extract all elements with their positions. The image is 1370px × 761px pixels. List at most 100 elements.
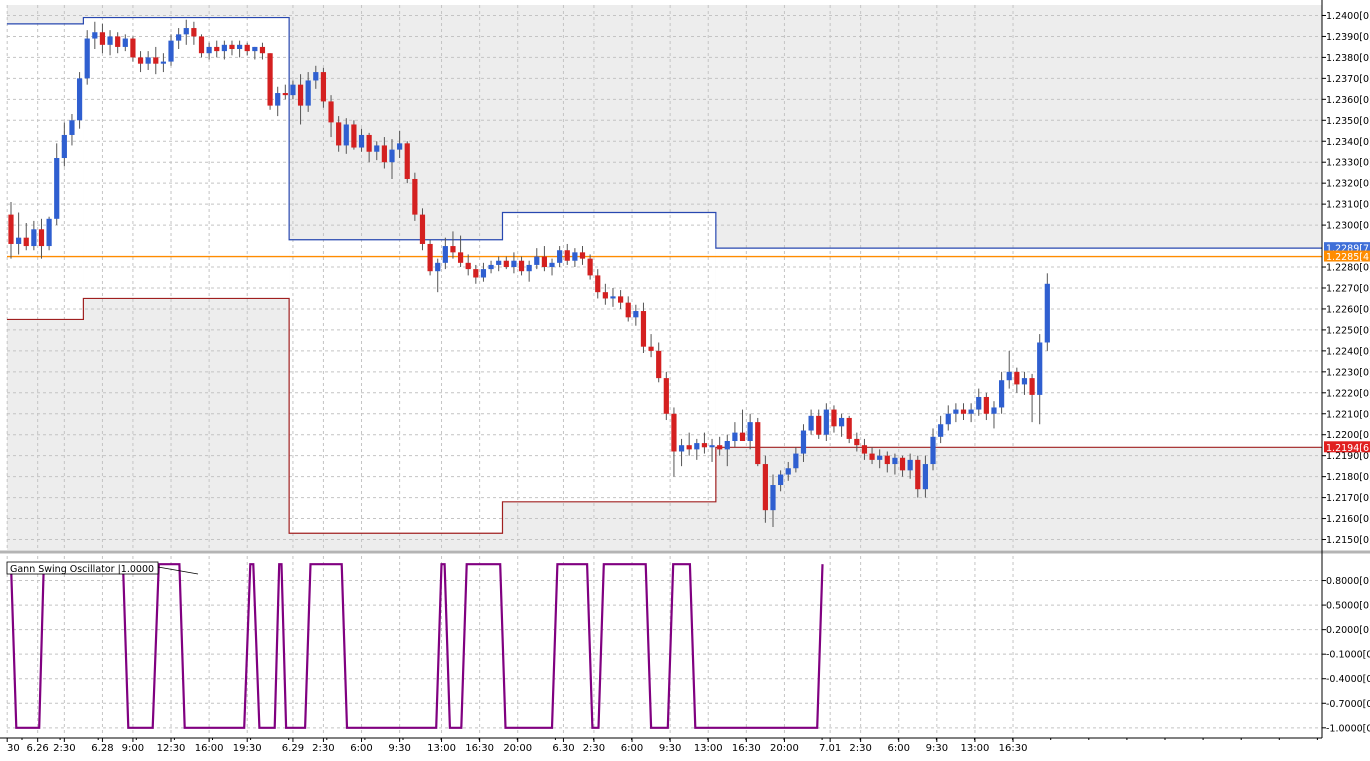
candle-body: [724, 441, 730, 450]
x-tick-label: 6.30: [552, 743, 574, 754]
osc-y-tick-label: -1.0000[0]: [1326, 723, 1370, 734]
candle-body: [678, 445, 685, 452]
candle-body: [915, 459, 921, 490]
candle-body: [244, 44, 250, 52]
candle-body: [214, 46, 220, 52]
price-marker-box: [1324, 250, 1370, 262]
osc-y-tick-label: 0.2000[0]: [1326, 625, 1370, 636]
candle-body: [115, 36, 121, 47]
x-tick-label: 13:00: [961, 743, 990, 754]
candle-body: [579, 252, 586, 259]
candle-body: [747, 422, 753, 441]
candle-body: [831, 409, 837, 427]
grid-lines: [6, 5, 1322, 736]
candle-body: [595, 275, 601, 293]
x-tick-label: 20:00: [503, 743, 532, 754]
main-y-tick-label: 1.2310[0]: [1326, 200, 1370, 211]
osc-y-tick-label: 0.8000[0]: [1326, 576, 1370, 587]
candle-body: [892, 457, 898, 465]
main-y-tick-label: 1.2200[0]: [1326, 430, 1370, 441]
main-y-tick-label: 1.2380[0]: [1326, 53, 1370, 64]
candle-body: [130, 38, 136, 58]
candle-body: [122, 38, 128, 47]
candle-body: [358, 134, 365, 148]
candle-body: [648, 346, 654, 351]
main-y-tick-label: 1.2240[0]: [1326, 346, 1370, 357]
x-tick-label: 6:00: [887, 743, 909, 754]
candle-body: [282, 93, 288, 96]
candle-body: [557, 250, 563, 263]
candle-body: [518, 260, 525, 272]
candle-body: [419, 214, 426, 244]
candle-body: [686, 445, 692, 450]
x-tick-label: 16:30: [465, 743, 494, 754]
main-y-tick-label: 1.2270[0]: [1326, 283, 1370, 294]
candle-body: [366, 134, 372, 152]
candle-body: [404, 143, 410, 179]
candle-body: [313, 72, 319, 81]
osc-y-tick-label: -0.1000[0]: [1326, 650, 1370, 661]
candle-body: [450, 246, 456, 253]
main-y-tick-label: 1.2280[0]: [1326, 263, 1370, 274]
candle-body: [602, 292, 608, 299]
candle-body: [374, 145, 380, 152]
candle-body: [564, 250, 570, 261]
candle-body: [739, 432, 746, 441]
channel-band: [715, 248, 1322, 448]
candle-body: [983, 396, 989, 414]
main-y-tick-label: 1.2300[0]: [1326, 221, 1370, 232]
candle-body: [46, 218, 52, 247]
candle-body: [572, 252, 578, 261]
candle-body: [899, 457, 906, 471]
channel-band: [83, 17, 290, 299]
candle-body: [770, 485, 776, 511]
candle-body: [656, 350, 662, 379]
candle-body: [168, 40, 174, 62]
candle-body: [107, 36, 113, 45]
x-tick-label: 6.29: [282, 743, 304, 754]
x-tick-label: 7.01: [819, 743, 841, 754]
candle-body: [389, 149, 395, 163]
candle-body: [846, 417, 852, 439]
candle-body: [435, 262, 441, 272]
candle-body: [663, 378, 669, 414]
candle-body: [267, 53, 273, 106]
candle-body: [221, 44, 227, 52]
candle-body: [1044, 283, 1050, 343]
price-marker-label: 1.2289[7]: [1326, 244, 1370, 255]
main-y-tick-label: 1.2350[0]: [1326, 116, 1370, 127]
x-tick-label: 9:00: [122, 743, 144, 754]
candle-body: [838, 417, 845, 427]
candle-body: [633, 311, 639, 318]
main-y-tick-label: 1.2330[0]: [1326, 158, 1370, 169]
candle-body: [61, 134, 67, 159]
main-y-tick-label: 1.2180[0]: [1326, 472, 1370, 483]
candle-body: [793, 453, 799, 469]
candle-body: [99, 32, 106, 45]
candle-body: [960, 409, 967, 414]
candle-body: [473, 269, 479, 278]
x-tick-label: 16:30: [732, 743, 761, 754]
osc-y-tick-label: -0.7000[0]: [1326, 699, 1370, 710]
candle-body: [16, 237, 22, 244]
candle-body: [762, 464, 768, 511]
oscillator-panel-background: [7, 556, 1322, 738]
main-y-tick-label: 1.2360[0]: [1326, 95, 1370, 106]
main-y-tick-label: 1.2230[0]: [1326, 367, 1370, 378]
candle-body: [480, 269, 487, 278]
candle-body: [534, 256, 540, 265]
candle-body: [976, 396, 982, 410]
main-y-tick-label: 1.2190[0]: [1326, 451, 1370, 462]
candle-body: [922, 464, 928, 490]
candle-body: [732, 432, 738, 441]
pane-separator: [0, 550, 1370, 554]
candle-body: [496, 260, 502, 265]
candle-body: [511, 260, 517, 268]
candle-body: [778, 474, 784, 486]
candle-body: [237, 44, 243, 50]
candle-body: [145, 57, 151, 64]
candle-body: [183, 28, 189, 35]
candle-body: [336, 122, 342, 146]
candle-body: [701, 443, 708, 448]
